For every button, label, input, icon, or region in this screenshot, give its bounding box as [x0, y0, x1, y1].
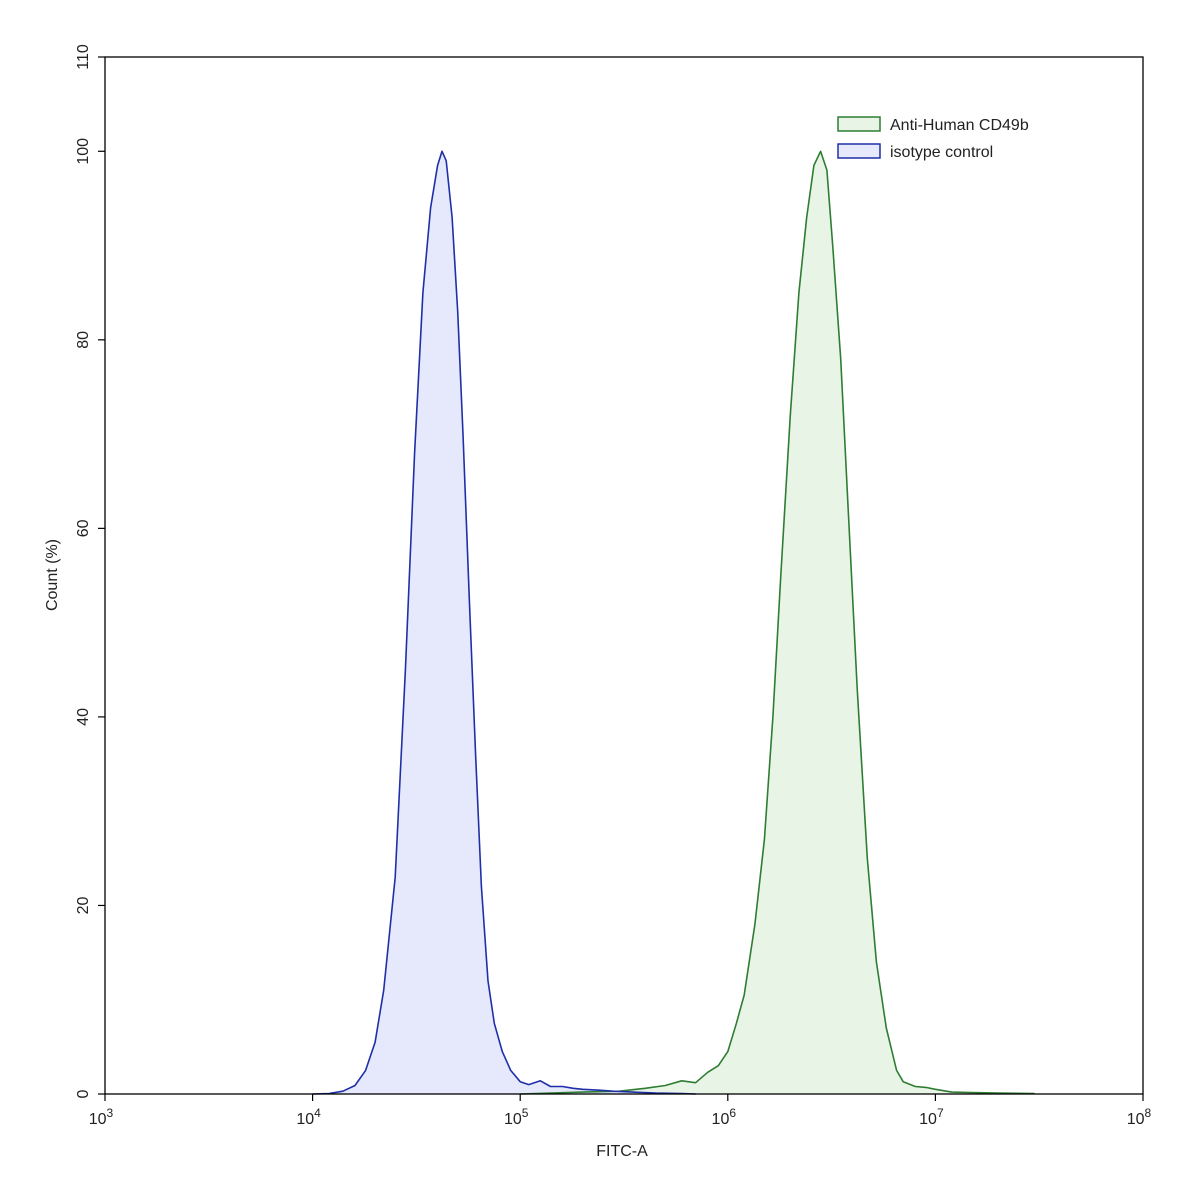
legend-swatch: [837, 116, 881, 132]
y-tick-label: 20: [75, 896, 92, 914]
x-axis-title: FITC-A: [596, 1143, 648, 1160]
x-tick-label: 104: [296, 1106, 321, 1128]
x-tick-label: 105: [504, 1106, 529, 1128]
x-tick-label: 106: [712, 1106, 737, 1128]
y-tick-label: 40: [75, 708, 92, 726]
x-tick-label: 103: [89, 1106, 114, 1128]
x-tick-label: 108: [1127, 1106, 1152, 1128]
legend-label: isotype control: [890, 144, 993, 161]
series-lines: [312, 150, 1035, 1095]
y-axis-title: Count (%): [44, 539, 61, 611]
plot-frame: [104, 56, 1144, 1095]
y-tick-label: 100: [75, 138, 92, 165]
x-tick-label: 107: [919, 1106, 944, 1128]
y-axis: 0 20 40 60 80 100 110: [75, 44, 105, 1098]
legend: Anti-Human CD49b isotype control: [837, 116, 1029, 161]
y-tick-label: 0: [75, 1089, 92, 1098]
x-axis: 103 104 105 106 107 108: [89, 1094, 1152, 1128]
y-tick-label: 110: [75, 44, 92, 70]
legend-label: Anti-Human CD49b: [890, 117, 1029, 134]
legend-swatch: [837, 143, 881, 159]
y-tick-label: 80: [75, 331, 92, 349]
series-1-area: [312, 151, 696, 1095]
y-tick-label: 60: [75, 519, 92, 537]
series-0-area: [520, 151, 1035, 1095]
series-fills: [312, 151, 1035, 1095]
series-1-line: [312, 150, 696, 1095]
series-0-line: [520, 150, 1035, 1095]
